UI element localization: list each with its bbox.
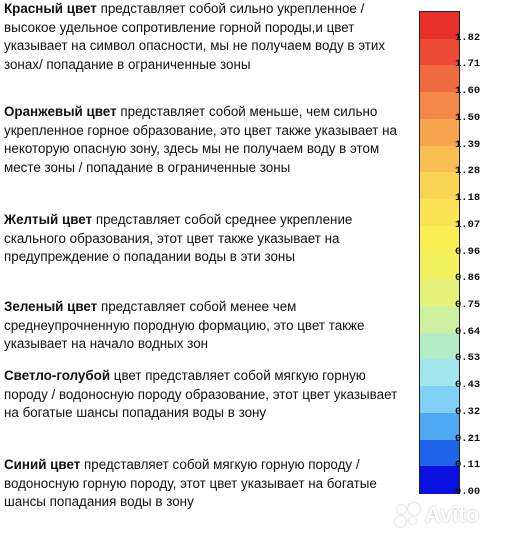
avito-watermark-text: Avito	[425, 502, 480, 527]
color-swatch	[420, 199, 459, 227]
color-swatch	[420, 332, 459, 360]
color-swatch	[420, 145, 459, 173]
scale-tick-label: 0.96	[455, 245, 481, 258]
scale-tick-label: 1.07	[455, 218, 481, 231]
color-swatch	[420, 225, 459, 254]
color-swatch	[420, 439, 459, 467]
desc-red-title: Красный цвет	[4, 1, 97, 16]
desc-yellow: Желтый цвет представляет собой среднее у…	[4, 211, 404, 267]
desc-red: Красный цвет представляет собой сильно у…	[4, 0, 404, 74]
scale-tick-label: 0.53	[455, 352, 481, 365]
scale-tick-label: 0.86	[455, 272, 481, 285]
desc-red-text: представляет собой сильно укрепленное / …	[4, 1, 386, 72]
desc-yellow-text: представляет собой среднее укрепление ск…	[4, 212, 353, 265]
color-swatch	[420, 118, 459, 147]
scale-tick-label: 0.32	[455, 405, 481, 418]
scale-tick-label: 0.11	[455, 459, 481, 472]
desc-orange-title: Оранжевый цвет	[4, 104, 117, 119]
desc-green-text: представляет собой менее чем среднеупроч…	[4, 299, 365, 352]
scale-tick-label: 0.43	[455, 379, 481, 392]
color-swatch	[420, 305, 459, 334]
color-swatch	[420, 65, 459, 93]
color-swatch	[420, 359, 459, 387]
desc-light-blue-title: Светло-голубой	[4, 368, 111, 383]
scale-tick-label: 0.00	[455, 486, 481, 498]
color-swatch	[420, 92, 459, 120]
color-swatch	[420, 12, 459, 40]
scale-tick-label: 1.50	[455, 111, 481, 124]
color-swatch	[420, 466, 459, 494]
avito-watermark: Avito	[395, 500, 505, 530]
desc-green: Зеленый цвет представляет собой менее че…	[4, 298, 404, 354]
desc-orange-text: представляет собой меньше, чем сильно ук…	[4, 104, 397, 175]
color-swatch	[420, 172, 459, 200]
scale-tick-label: 1.39	[455, 138, 481, 151]
scale-tick-label: 0.64	[455, 325, 481, 338]
scale-tick-label: 1.28	[455, 165, 481, 178]
scale-tick-label: 1.82	[455, 31, 481, 44]
scale-tick-label: 0.21	[455, 432, 481, 445]
color-swatch	[420, 38, 459, 67]
desc-light-blue: Светло-голубой цвет представляет собой м…	[4, 367, 404, 423]
desc-blue: Синий цвет представляет собой мягкую гор…	[4, 456, 404, 512]
desc-blue-text: представляет собой мягкую горную породу …	[4, 457, 377, 510]
scale-tick-label: 0.75	[455, 298, 481, 311]
scale-tick-label: 1.60	[455, 85, 481, 98]
color-swatch	[420, 252, 459, 280]
color-swatch	[420, 412, 459, 441]
desc-yellow-title: Желтый цвет	[4, 212, 93, 227]
desc-green-title: Зеленый цвет	[4, 299, 98, 314]
color-scale-bar	[419, 11, 460, 494]
desc-blue-title: Синий цвет	[4, 457, 81, 472]
avito-logo-icon	[395, 503, 421, 527]
desc-light-blue-text: цвет представляет собой мягкую горную по…	[4, 368, 398, 421]
color-swatch	[420, 386, 459, 414]
scale-tick-label: 1.71	[455, 58, 481, 71]
color-swatch	[420, 279, 459, 307]
desc-orange: Оранжевый цвет представляет собой меньше…	[4, 103, 404, 177]
scale-tick-label: 1.18	[455, 192, 481, 205]
